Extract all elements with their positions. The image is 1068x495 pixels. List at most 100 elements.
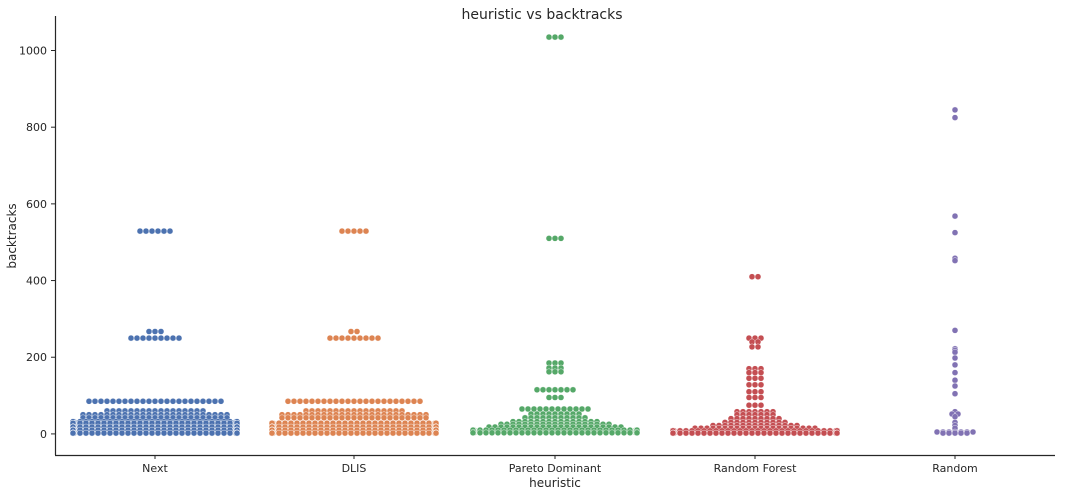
data-point [329,429,337,437]
data-point [160,227,168,235]
data-point [350,334,358,342]
data-point [380,414,388,421]
data-point [506,429,514,436]
data-point [488,429,496,436]
data-point [432,429,440,437]
data-point [362,334,370,342]
data-point [754,343,762,351]
data-point [796,429,804,437]
x-axis-title: heuristic [529,476,581,490]
data-point [557,394,565,401]
data-point [560,429,568,436]
data-point [518,405,526,413]
data-point [332,334,340,342]
data-point [344,334,352,342]
data-point [172,429,180,437]
data-point [536,429,544,436]
data-point [951,106,959,114]
data-point [368,334,376,342]
data-point [951,229,959,236]
data-point [548,429,556,436]
data-point [151,328,159,335]
x-tick-label: DLIS [342,462,367,475]
data-point [362,398,370,405]
data-point [302,414,310,421]
data-point [374,414,382,421]
data-point [181,398,189,405]
data-points [69,33,977,437]
data-point [368,398,376,405]
data-point [326,334,334,342]
data-point [669,429,677,437]
data-point [85,398,93,405]
data-point [410,398,418,405]
data-point [545,386,553,393]
data-point [163,334,171,342]
data-point [199,398,207,405]
data-point [184,429,192,437]
data-point [178,429,186,437]
data-point [278,414,286,421]
data-point [88,429,96,437]
data-point [151,398,159,405]
data-point [353,429,361,437]
data-point [344,414,352,421]
data-point [419,429,427,437]
data-point [374,334,382,342]
data-point [356,398,364,405]
data-point [951,377,959,384]
data-point [951,382,959,390]
data-point [718,429,726,437]
data-point [957,429,965,437]
data-point [214,429,222,437]
y-tick-label: 0 [40,428,47,441]
data-point [326,414,334,421]
data-point [341,429,349,437]
data-point [820,429,828,437]
data-point [757,381,765,388]
data-point [554,429,562,436]
data-point [127,398,135,405]
data-point [356,414,364,421]
chart-title: heuristic vs backtracks [461,7,622,23]
data-point [284,398,292,405]
data-point [682,429,690,437]
data-point [969,428,977,436]
data-point [344,227,352,235]
data-point [142,429,150,437]
data-point [386,398,394,405]
data-point [166,429,174,437]
y-axis-title: backtracks [5,203,19,268]
data-point [745,402,753,409]
data-point [545,368,553,375]
data-point [281,429,289,437]
data-point [166,227,174,235]
data-point [766,429,774,437]
data-point [305,429,313,437]
data-point [100,429,108,437]
data-point [332,414,340,421]
x-tick-label: Random Forest [714,462,797,475]
data-point [584,429,592,436]
data-point [160,429,168,437]
data-point [368,414,376,421]
data-point [338,398,346,405]
data-point [482,429,490,436]
data-point [398,414,406,421]
data-point [951,369,959,376]
data-point [208,429,216,437]
data-point [356,334,364,342]
data-point [392,398,400,405]
data-point [350,414,358,421]
data-point [356,227,364,235]
data-point [124,429,132,437]
data-point [524,429,532,436]
data-point [142,227,150,235]
data-point [169,334,177,342]
data-point [963,429,971,437]
data-point [706,429,714,437]
data-point [287,429,295,437]
data-point [694,429,702,437]
data-point [350,398,358,405]
